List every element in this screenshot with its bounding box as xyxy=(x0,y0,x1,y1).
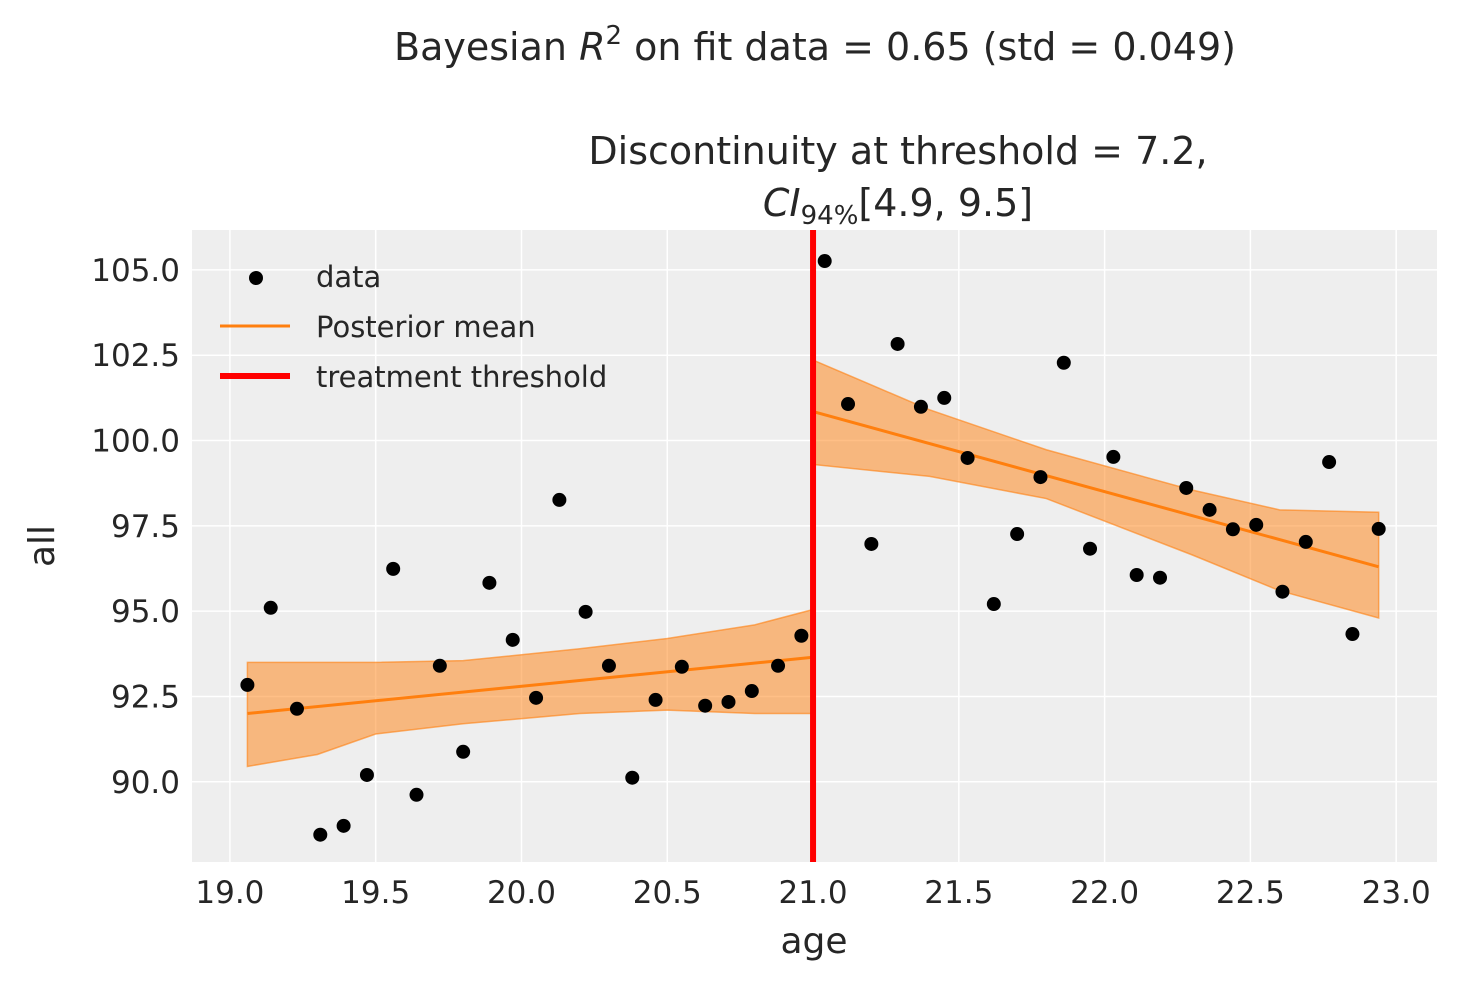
data-point xyxy=(1083,541,1098,556)
x-tick-label: 20.0 xyxy=(487,875,556,911)
data-point xyxy=(960,450,975,465)
y-tick-label: 92.5 xyxy=(111,679,180,715)
data-point xyxy=(313,827,328,842)
data-point xyxy=(1322,455,1337,470)
data-point xyxy=(771,658,786,673)
y-tick-label: 90.0 xyxy=(111,765,180,801)
y-tick-label: 95.0 xyxy=(111,594,180,630)
data-point xyxy=(456,744,471,759)
y-tick-label: 97.5 xyxy=(111,509,180,545)
y-tick-label: 102.5 xyxy=(91,338,180,374)
data-point xyxy=(1275,584,1290,599)
data-point xyxy=(601,658,616,673)
posterior-mean-line xyxy=(247,655,814,716)
data-point xyxy=(529,690,544,705)
legend-data-marker xyxy=(249,271,263,285)
y-axis-label: all xyxy=(22,525,63,567)
data-point xyxy=(1179,480,1194,495)
x-tick-label: 21.5 xyxy=(924,875,993,911)
data-point xyxy=(552,492,567,507)
data-point xyxy=(240,677,255,692)
posterior-mean-line xyxy=(812,410,1380,569)
data-point xyxy=(864,536,879,551)
x-tick-label: 19.5 xyxy=(341,875,410,911)
data-point xyxy=(890,336,905,351)
data-point xyxy=(648,692,663,707)
legend-threshold-label: treatment threshold xyxy=(316,360,607,394)
data-point xyxy=(1033,470,1048,485)
data-point xyxy=(841,397,856,412)
y-tick-label: 100.0 xyxy=(91,424,180,460)
x-tick-label: 22.5 xyxy=(1216,875,1285,911)
data-point xyxy=(336,818,351,833)
data-point xyxy=(913,399,928,414)
data-point xyxy=(289,701,304,716)
x-tick-label: 20.5 xyxy=(633,875,702,911)
data-point xyxy=(794,628,809,643)
data-point xyxy=(721,694,736,709)
data-point xyxy=(482,575,497,590)
data-point xyxy=(386,561,401,576)
data-points xyxy=(240,254,1386,842)
legend-data-label: data xyxy=(316,260,381,294)
data-point xyxy=(1010,527,1025,542)
data-point xyxy=(1056,355,1071,370)
legend: data Posterior mean treatment threshold xyxy=(220,260,607,394)
x-tick-label: 23.0 xyxy=(1362,875,1431,911)
data-point xyxy=(625,770,640,785)
legend-mean-label: Posterior mean xyxy=(316,310,536,344)
x-axis-label: age xyxy=(780,921,847,962)
y-tick-label: 105.0 xyxy=(91,253,180,289)
data-point xyxy=(578,604,593,619)
title-line1: Discontinuity at threshold = 7.2, xyxy=(588,129,1207,173)
data-point xyxy=(1202,502,1217,517)
suptitle: Bayesian R2 on fit data = 0.65 (std = 0.… xyxy=(394,21,1236,69)
data-point xyxy=(263,600,278,615)
x-tick-label: 22.0 xyxy=(1070,875,1139,911)
data-point xyxy=(1129,568,1144,583)
data-point xyxy=(1371,521,1386,536)
x-tick-label: 21.0 xyxy=(779,875,848,911)
data-point xyxy=(1153,570,1168,585)
data-point xyxy=(937,390,952,405)
y-tick-labels: 90.0 92.5 95.0 97.5 100.0 102.5 105.0 xyxy=(91,253,180,801)
x-tick-label: 19.0 xyxy=(195,875,264,911)
data-point xyxy=(1298,534,1313,549)
data-point xyxy=(1249,517,1264,532)
data-point xyxy=(817,254,832,269)
title-line2: CI94%[4.9, 9.5] xyxy=(763,181,1033,231)
posterior-mean-lines xyxy=(247,410,1380,716)
x-tick-labels: 19.0 19.5 20.0 20.5 21.0 21.5 22.0 22.5 23.0 xyxy=(195,875,1430,911)
data-point xyxy=(359,767,374,782)
data-point xyxy=(698,698,713,713)
data-point xyxy=(1225,522,1240,537)
data-point xyxy=(1345,627,1360,642)
data-point xyxy=(744,684,759,699)
data-point xyxy=(986,597,1001,612)
data-point xyxy=(1106,449,1121,464)
data-point xyxy=(505,632,520,647)
data-point xyxy=(674,659,689,674)
data-point xyxy=(409,787,424,802)
data-point xyxy=(432,658,447,673)
